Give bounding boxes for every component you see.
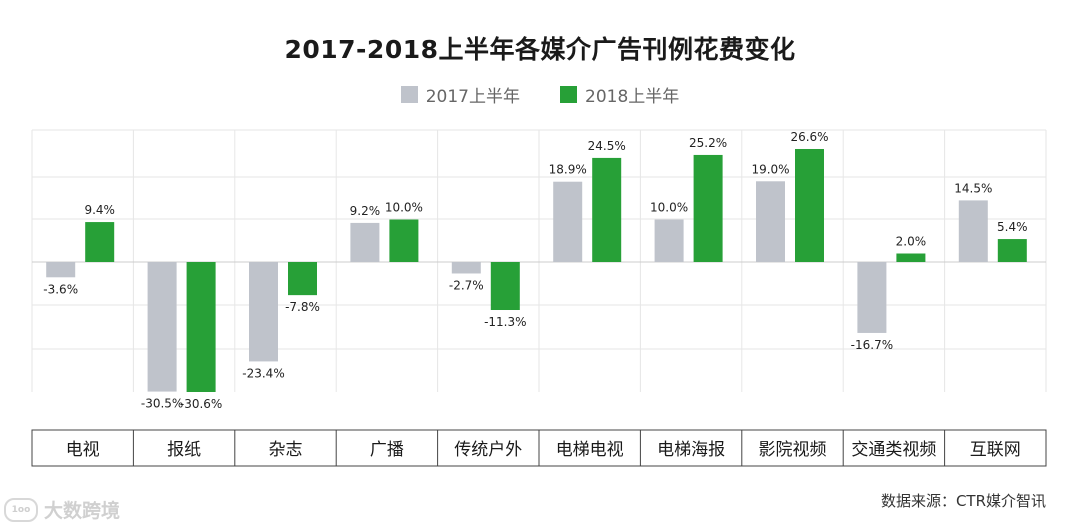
legend: 2017上半年 2018上半年 [0, 82, 1080, 107]
bar-2018-6 [693, 154, 723, 262]
category-label-2: 杂志 [269, 440, 303, 460]
bar-2018-1 [186, 262, 216, 392]
bar-2017-4 [451, 262, 481, 274]
watermark-logo-icon: 1oo [4, 497, 38, 522]
bar-2017-3 [350, 222, 380, 262]
source-note: 数据来源：CTR媒介智讯 [880, 492, 1046, 510]
legend-swatch-2017 [400, 86, 418, 103]
value-label-2018-2: -7.8% [285, 300, 320, 314]
watermark: 1oo 大数跨境 [4, 496, 120, 523]
legend-item-2017: 2017上半年 [400, 82, 520, 107]
category-label-7: 影院视频 [759, 440, 827, 460]
bar-2017-8 [857, 262, 887, 333]
bar-2018-2 [288, 262, 317, 296]
bar-2018-9 [997, 239, 1027, 262]
category-label-3: 广播 [370, 440, 404, 460]
bar-2018-4 [490, 262, 520, 311]
bar-2017-5 [553, 181, 583, 262]
legend-label-2018: 2018上半年 [585, 87, 680, 107]
value-label-2018-5: 24.5% [588, 139, 626, 153]
value-label-2017-7: 19.0% [751, 162, 789, 176]
value-label-2017-5: 18.9% [549, 163, 587, 177]
value-label-2018-3: 10.0% [385, 201, 423, 215]
category-label-6: 电梯海报 [657, 440, 725, 460]
value-label-2017-4: -2.7% [449, 278, 484, 292]
value-label-2018-7: 26.6% [790, 130, 828, 144]
legend-item-2018: 2018上半年 [560, 82, 679, 107]
category-label-0: 电视 [66, 440, 100, 460]
bar-2018-8 [896, 253, 926, 262]
value-label-2018-0: 9.4% [84, 203, 115, 217]
value-label-2017-3: 9.2% [350, 204, 381, 218]
watermark-text: 大数跨境 [44, 500, 121, 522]
category-label-9: 互联网 [970, 440, 1021, 460]
category-label-8: 交通类视频 [851, 440, 936, 460]
value-label-2018-4: -11.3% [484, 315, 526, 329]
value-label-2018-6: 25.2% [689, 136, 727, 150]
bar-2017-6 [654, 219, 684, 262]
value-label-2017-0: -3.6% [43, 282, 78, 296]
value-label-2017-8: -16.7% [851, 338, 893, 352]
value-label-2018-1: -30.6% [180, 397, 222, 411]
value-label-2018-9: 5.4% [997, 220, 1028, 234]
category-label-5: 电梯电视 [556, 440, 624, 460]
value-label-2017-6: 10.0% [650, 201, 688, 215]
value-label-2018-8: 2.0% [896, 235, 927, 249]
bar-2017-9 [958, 200, 988, 262]
bar-2017-0 [46, 262, 76, 278]
value-label-2017-9: 14.5% [954, 181, 992, 195]
category-label-1: 报纸 [167, 440, 201, 460]
chart-title: 2017-2018上半年各媒介广告刊例花费变化 [284, 35, 796, 64]
value-label-2017-1: -30.5% [141, 397, 183, 411]
bar-2018-0 [85, 222, 115, 262]
value-label-2017-2: -23.4% [242, 366, 284, 380]
bar-2017-2 [249, 262, 278, 362]
legend-label-2017: 2017上半年 [425, 87, 520, 107]
bar-2017-1 [147, 262, 177, 392]
bar-2018-7 [795, 148, 824, 262]
category-label-4: 传统户外 [454, 440, 522, 460]
bar-2018-3 [389, 219, 419, 262]
bar-2017-7 [756, 181, 785, 262]
legend-swatch-2018 [560, 86, 577, 103]
bar-2018-5 [592, 157, 622, 262]
